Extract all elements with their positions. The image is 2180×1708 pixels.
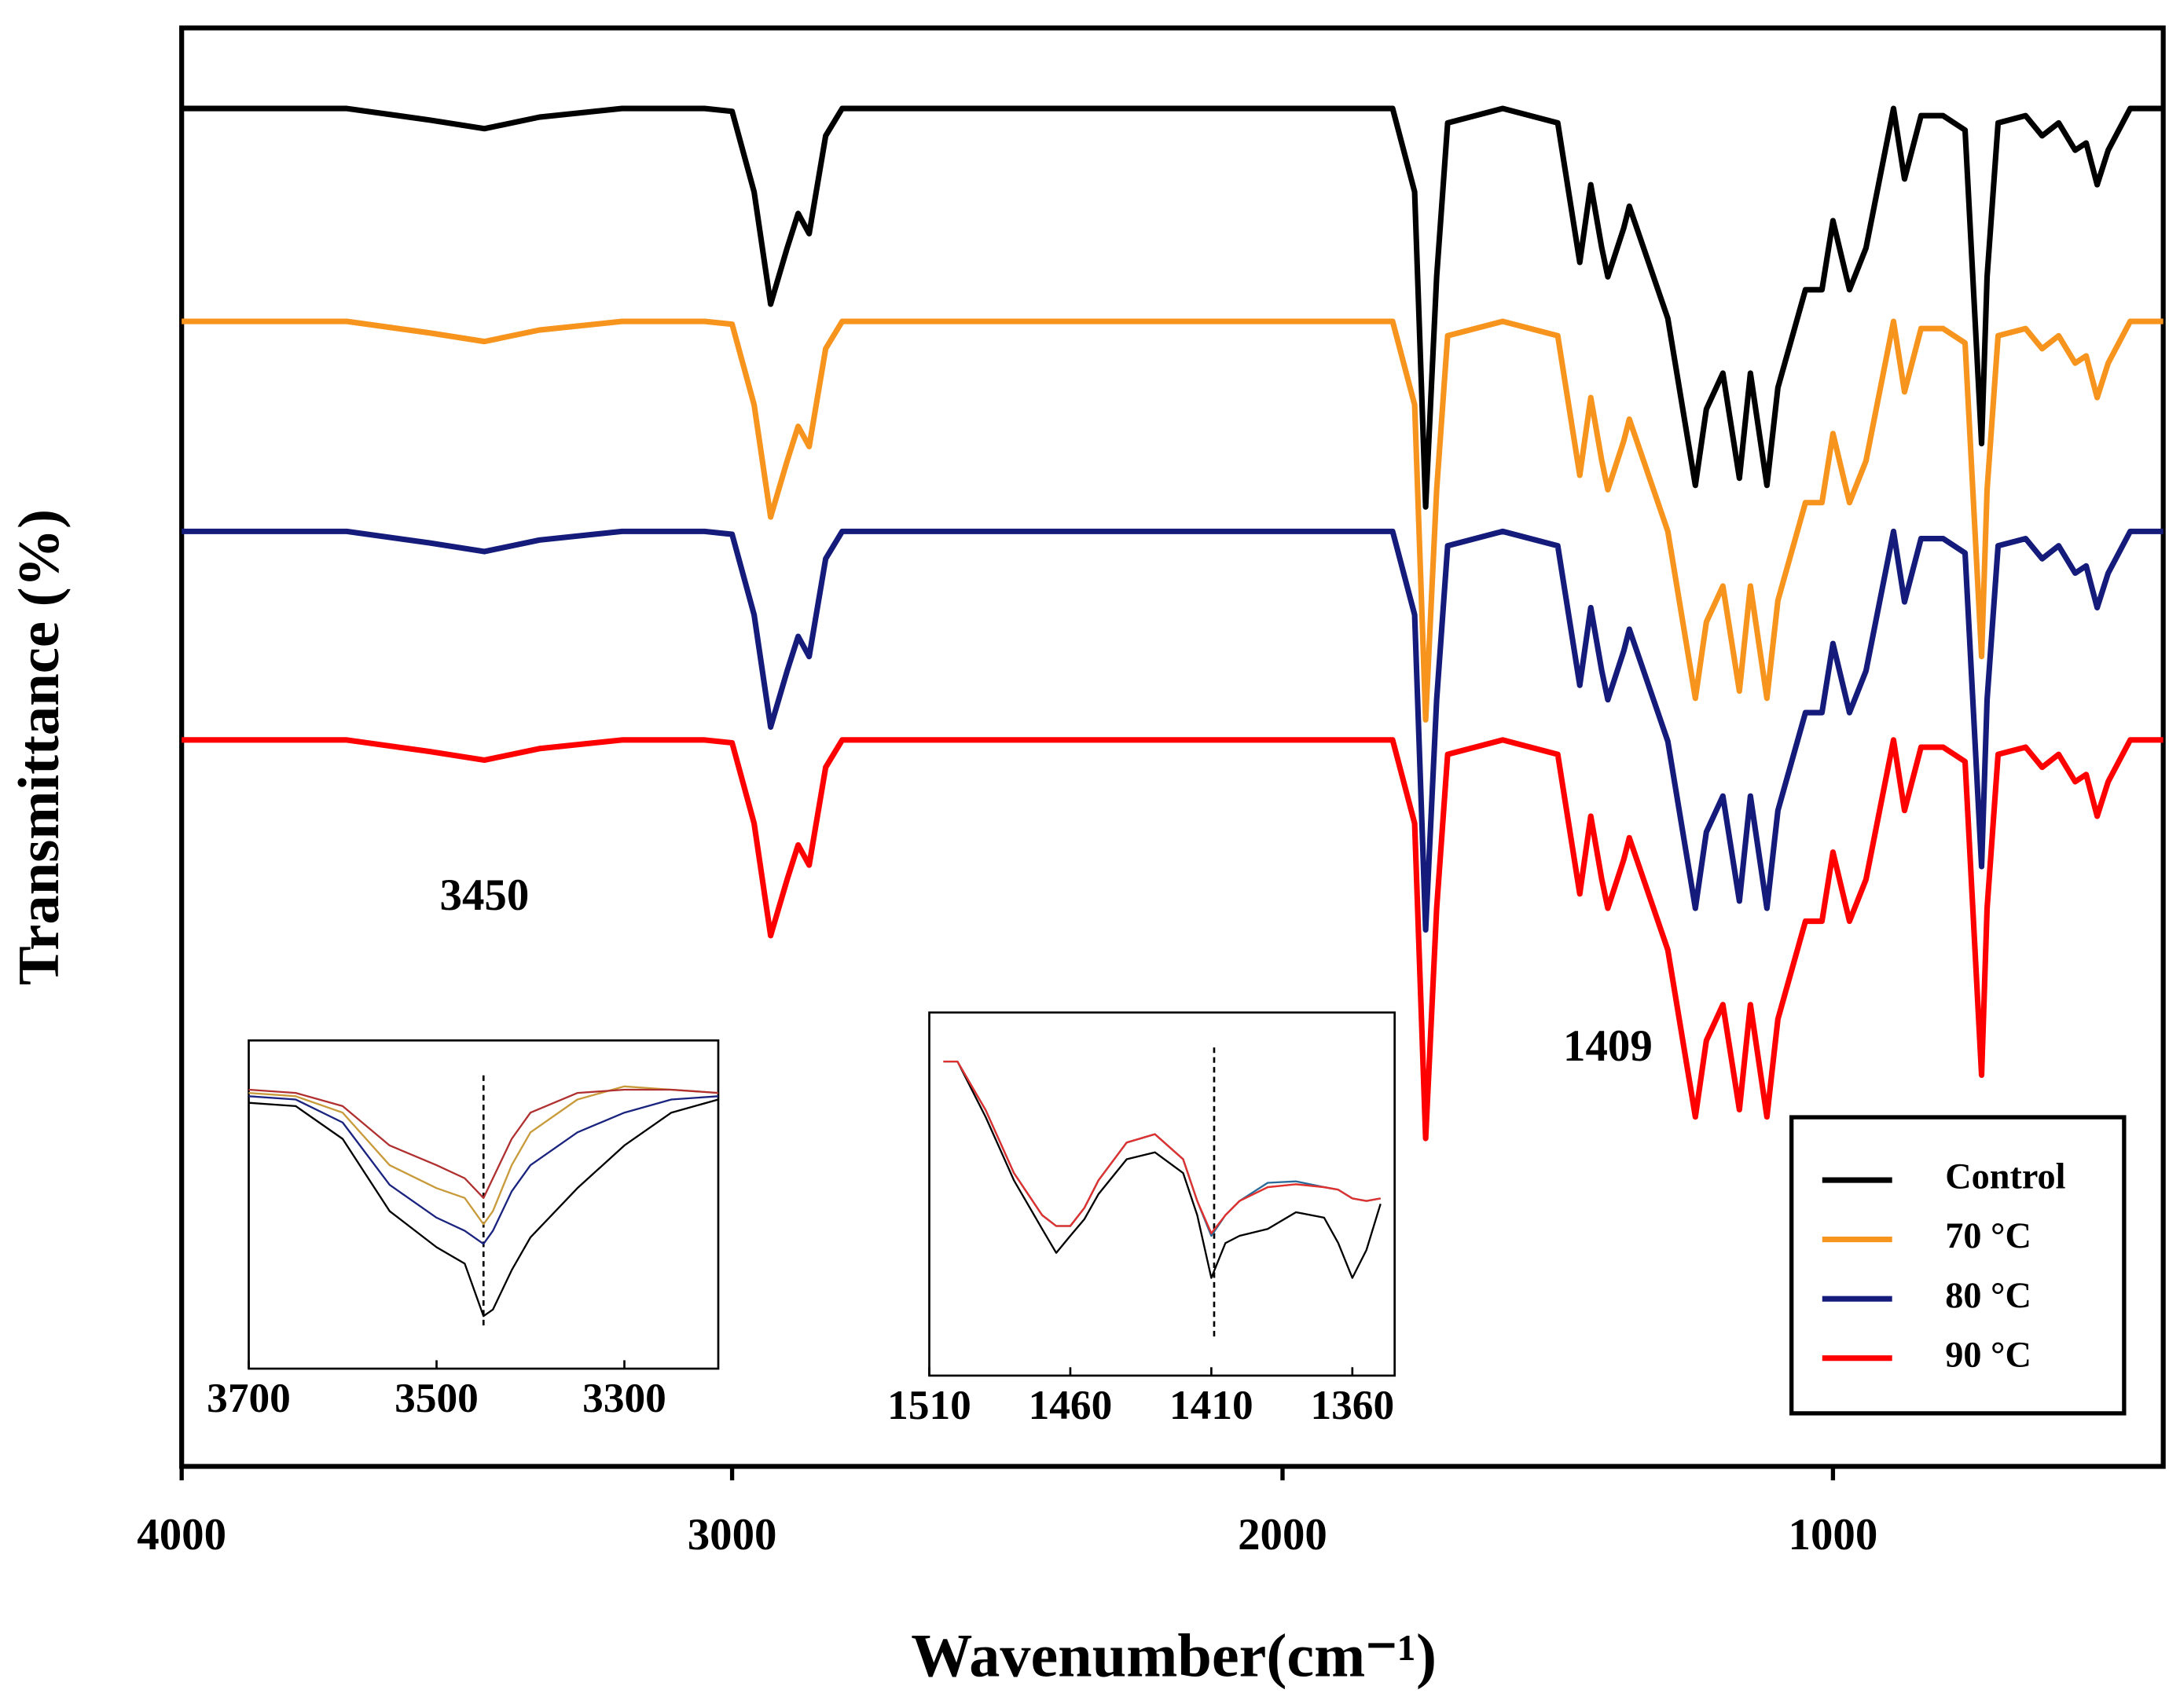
x-tick-label: 1510 bbox=[887, 1381, 971, 1428]
legend-label: 90 °C bbox=[1945, 1334, 2031, 1374]
inset: 1510 1460 1410 1360 bbox=[887, 1011, 1396, 1428]
x-tick-label: 1360 bbox=[1310, 1381, 1394, 1428]
spectrum-line bbox=[248, 1098, 719, 1318]
spectrum-line bbox=[943, 1060, 1382, 1279]
x-tick-label: 1000 bbox=[1789, 1510, 1878, 1560]
x-tick-label: 1410 bbox=[1169, 1381, 1253, 1428]
plot-frame bbox=[928, 1011, 1396, 1377]
annotation-label: 1409 bbox=[1563, 1021, 1653, 1071]
legend-label: 80 °C bbox=[1945, 1275, 2031, 1315]
annotation-label: 3450 bbox=[440, 870, 530, 920]
spectrum-line bbox=[248, 1095, 719, 1245]
spectrum-line bbox=[182, 105, 2163, 510]
legend-label: Control bbox=[1945, 1156, 2065, 1197]
y-axis-title: Transmittance (%) bbox=[6, 509, 72, 985]
spectrum-line bbox=[248, 1085, 719, 1226]
legend-box bbox=[1789, 1115, 2127, 1416]
x-tick-label: 3700 bbox=[207, 1374, 291, 1421]
x-tick-label: 4000 bbox=[137, 1510, 226, 1560]
legend-label: 70 °C bbox=[1945, 1215, 2031, 1255]
inset: 3700 3500 3300 bbox=[207, 1039, 720, 1421]
spectrum-line bbox=[943, 1060, 1381, 1234]
spectrum-line bbox=[182, 528, 2163, 933]
spectrum-line bbox=[248, 1088, 719, 1199]
spectrum-line bbox=[182, 737, 2163, 1142]
x-tick-label: 2000 bbox=[1238, 1510, 1327, 1560]
x-tick-label: 3000 bbox=[688, 1510, 777, 1560]
x-tick-label: 1460 bbox=[1029, 1381, 1113, 1428]
x-tick-label: 3300 bbox=[582, 1374, 666, 1421]
spectrum-line bbox=[182, 318, 2163, 723]
x-axis-title: Wavenumber(cm⁻¹) bbox=[911, 1621, 1437, 1689]
x-tick-label: 3500 bbox=[395, 1374, 479, 1421]
